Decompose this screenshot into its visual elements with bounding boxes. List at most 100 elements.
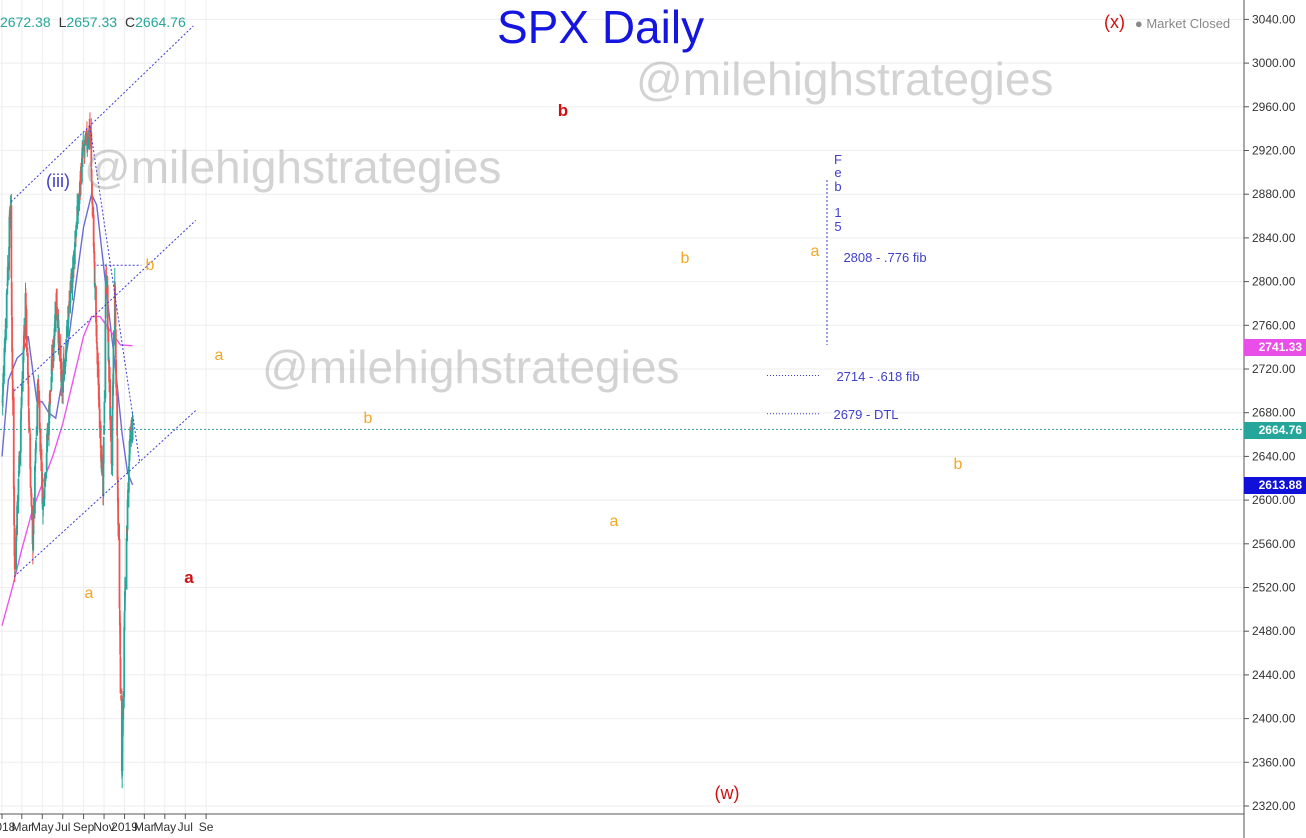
candle-body bbox=[123, 611, 126, 632]
candle-body bbox=[82, 144, 85, 152]
x-tick-label: Sep bbox=[73, 820, 95, 834]
chart-title: SPX Daily bbox=[497, 1, 705, 53]
candle-body bbox=[29, 433, 32, 469]
candle-body bbox=[123, 626, 126, 698]
y-tick-label: 2360.00 bbox=[1252, 755, 1296, 769]
watermark: @milehighstrategies bbox=[636, 53, 1054, 105]
candle-body bbox=[34, 448, 37, 464]
wave-label: a bbox=[610, 513, 619, 530]
candle-body bbox=[80, 158, 83, 183]
candle-body bbox=[35, 437, 38, 440]
candle-body bbox=[124, 585, 127, 587]
candle-body bbox=[101, 456, 103, 462]
y-tick-label: 2520.00 bbox=[1252, 581, 1296, 595]
trendlines bbox=[0, 25, 1244, 577]
y-tick-label: 2720.00 bbox=[1252, 362, 1296, 376]
candle-body bbox=[73, 242, 76, 265]
candle-body bbox=[119, 622, 122, 655]
candle-body bbox=[72, 256, 75, 265]
close-label: C bbox=[125, 14, 136, 30]
candle-body bbox=[77, 195, 80, 205]
candle-body bbox=[95, 319, 98, 323]
candle-body bbox=[131, 417, 134, 440]
candle-body bbox=[59, 346, 62, 370]
trendline bbox=[13, 410, 197, 577]
candle-body bbox=[109, 415, 112, 428]
candle-body bbox=[56, 315, 59, 321]
wave-label: b bbox=[954, 456, 963, 473]
x-tick-label: 2019 bbox=[111, 820, 138, 834]
candle-body bbox=[65, 326, 68, 339]
price-tag-green: 2664.76 bbox=[1244, 422, 1306, 439]
candle-body bbox=[44, 473, 47, 481]
candle-body bbox=[11, 316, 13, 353]
candle-body bbox=[50, 376, 53, 391]
candle-body bbox=[13, 486, 15, 526]
candle-body bbox=[27, 386, 30, 407]
candle-body bbox=[65, 342, 68, 353]
candle-body bbox=[37, 385, 40, 400]
chart-grid bbox=[0, 0, 1244, 814]
x-tick-label: Se bbox=[199, 820, 214, 834]
x-tick-label: Mar bbox=[134, 820, 155, 834]
candle-body bbox=[118, 538, 121, 609]
wave-label: (w) bbox=[715, 783, 740, 803]
candle-body bbox=[112, 344, 115, 385]
candle-body bbox=[4, 329, 7, 345]
candle-body bbox=[38, 399, 41, 430]
candle-body bbox=[116, 438, 119, 480]
candle-body bbox=[6, 266, 9, 285]
wave-label: 1 bbox=[834, 205, 841, 220]
candle-body bbox=[91, 202, 94, 216]
candle-body bbox=[84, 138, 87, 140]
wave-label: a bbox=[215, 347, 224, 364]
y-tick-label: 3000.00 bbox=[1252, 56, 1296, 70]
candle-body bbox=[24, 292, 27, 317]
low-value: 2657.33 bbox=[66, 14, 118, 30]
price-tag-blue: 2613.88 bbox=[1244, 477, 1306, 494]
candle-body bbox=[119, 658, 122, 694]
candle-body bbox=[20, 396, 23, 409]
annotations: (iii) b a a a b b a b (w) a b 2808 - .776 fib 2714 - … bbox=[46, 101, 963, 803]
y-tick-label: 3040.00 bbox=[1252, 12, 1296, 26]
candle-body bbox=[68, 304, 71, 307]
candle-body bbox=[21, 383, 24, 392]
candle-body bbox=[127, 466, 130, 493]
wave-label: e bbox=[834, 165, 841, 180]
y-tick-label: 2800.00 bbox=[1252, 275, 1296, 289]
wave-label: b bbox=[558, 101, 568, 120]
candle-body bbox=[63, 364, 66, 368]
candle-body bbox=[13, 528, 16, 557]
candle-body bbox=[114, 329, 117, 358]
candle-body bbox=[79, 172, 82, 185]
candle-body bbox=[32, 508, 35, 515]
y-tick-label: 2760.00 bbox=[1252, 318, 1296, 332]
candle-body bbox=[110, 443, 113, 464]
candle-body bbox=[43, 490, 46, 499]
candle-body bbox=[5, 292, 8, 329]
wave-label: 2808 - .776 fib bbox=[843, 250, 926, 265]
watermark: @milehighstrategies bbox=[262, 341, 680, 393]
candle-body bbox=[102, 436, 105, 464]
candle-body bbox=[129, 435, 132, 443]
y-tick-label: 2400.00 bbox=[1252, 712, 1296, 726]
wave-label: F bbox=[834, 152, 842, 167]
candle-body bbox=[119, 696, 122, 698]
candle-body bbox=[10, 205, 13, 279]
candle-body bbox=[104, 320, 107, 399]
candle-body bbox=[75, 224, 78, 236]
candle-body bbox=[56, 307, 58, 316]
candle-body bbox=[96, 347, 99, 365]
wave-label: (iii) bbox=[46, 171, 70, 191]
price-tag-magenta: 2741.33 bbox=[1244, 339, 1306, 356]
candle-body bbox=[13, 553, 16, 570]
candle-body bbox=[47, 429, 49, 437]
candle-body bbox=[42, 498, 45, 506]
trendline bbox=[13, 220, 197, 392]
candle-body bbox=[111, 385, 114, 410]
candle-body bbox=[41, 482, 44, 509]
candle-body bbox=[99, 424, 102, 449]
candle-body bbox=[4, 324, 7, 327]
